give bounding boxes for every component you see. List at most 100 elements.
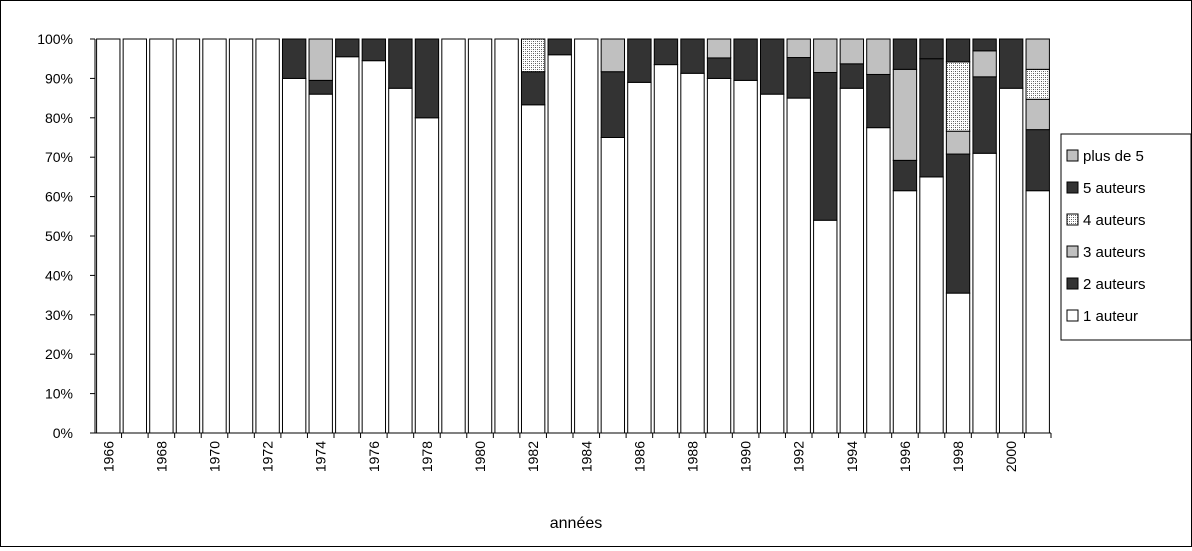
legend-label: 3 auteurs bbox=[1083, 244, 1146, 261]
bar-segment bbox=[919, 176, 944, 434]
bar-segment bbox=[706, 57, 732, 79]
bar-segment bbox=[813, 38, 838, 73]
y-tick-label: 30% bbox=[45, 307, 73, 323]
x-tick-label: 1976 bbox=[366, 441, 382, 472]
legend-label: 5 auteurs bbox=[1083, 180, 1146, 197]
bar-segment bbox=[520, 71, 546, 106]
y-tick-label: 60% bbox=[45, 189, 73, 205]
legend-swatch bbox=[1066, 149, 1079, 162]
bar-segment bbox=[308, 93, 333, 434]
x-tick-label: 1994 bbox=[844, 441, 860, 472]
bar-segment bbox=[547, 38, 572, 56]
y-tick-label: 50% bbox=[45, 228, 73, 244]
bar-segment bbox=[494, 38, 519, 434]
bar-segment bbox=[866, 73, 891, 129]
bar-segment bbox=[945, 38, 971, 63]
bar-segment bbox=[786, 57, 811, 99]
bar-segment bbox=[919, 38, 944, 60]
x-tick-label: 1990 bbox=[738, 441, 754, 472]
bar-segment bbox=[972, 38, 997, 52]
x-tick-label: 1992 bbox=[791, 441, 807, 472]
legend-label: plus de 5 bbox=[1083, 148, 1144, 165]
bar-segment bbox=[972, 50, 997, 78]
bar-segment bbox=[228, 38, 254, 434]
bar-segment bbox=[1025, 68, 1050, 100]
bar-segment bbox=[335, 38, 360, 58]
x-tick-label: 1980 bbox=[472, 441, 488, 472]
legend-swatch bbox=[1066, 213, 1079, 226]
bar-segment bbox=[175, 38, 201, 434]
y-tick-label: 0% bbox=[53, 425, 73, 441]
y-tick-label: 10% bbox=[45, 386, 73, 402]
bar-segment bbox=[839, 87, 865, 434]
bar-segment bbox=[361, 60, 387, 434]
x-tick-label: 1966 bbox=[100, 441, 116, 472]
bar-segment bbox=[1025, 98, 1050, 131]
x-tick-label: 1984 bbox=[578, 441, 594, 472]
bar-segment bbox=[972, 76, 997, 154]
bar-segment bbox=[839, 38, 865, 65]
bar-segment bbox=[892, 38, 918, 70]
bar-segment bbox=[414, 117, 440, 434]
x-tick-label: 1970 bbox=[207, 441, 223, 472]
bar-segment bbox=[441, 38, 466, 434]
bar-segment bbox=[600, 38, 626, 73]
bar-segment bbox=[866, 127, 891, 434]
bar-segment bbox=[945, 153, 971, 294]
legend-swatch bbox=[1066, 181, 1079, 194]
bar-segment bbox=[759, 93, 785, 434]
bar-segment bbox=[574, 38, 599, 434]
x-tick-label: 1998 bbox=[950, 441, 966, 472]
bar-segment bbox=[653, 38, 679, 66]
bar-segment bbox=[467, 38, 493, 434]
x-tick-label: 1982 bbox=[525, 441, 541, 472]
bar-segment bbox=[335, 56, 360, 434]
bar-segment bbox=[680, 38, 705, 74]
bar-segment bbox=[627, 81, 652, 434]
bar-segment bbox=[1025, 129, 1050, 192]
bar-segment bbox=[972, 152, 997, 434]
y-tick-label: 100% bbox=[37, 31, 73, 47]
bar-segment bbox=[892, 190, 918, 434]
bar-segment bbox=[892, 68, 918, 161]
bar-segment bbox=[892, 159, 918, 192]
y-tick-label: 70% bbox=[45, 149, 73, 165]
y-tick-label: 90% bbox=[45, 70, 73, 86]
bar-segment bbox=[520, 104, 546, 434]
legend-label: 2 auteurs bbox=[1083, 276, 1146, 293]
bar-segment bbox=[255, 38, 280, 434]
x-tick-label: 2000 bbox=[1003, 441, 1019, 472]
axes-group bbox=[90, 38, 1052, 438]
bar-segment bbox=[281, 77, 307, 434]
legend-label: 1 auteur bbox=[1083, 308, 1138, 325]
legend-label: 4 auteurs bbox=[1083, 212, 1146, 229]
bar-segment bbox=[813, 219, 838, 434]
bar-segment bbox=[998, 87, 1024, 434]
legend: plus de 5 5 auteurs 4 auteurs 3 auteurs 2 au… bbox=[1060, 133, 1192, 341]
bar-segment bbox=[653, 64, 679, 434]
bar-segment bbox=[1025, 190, 1050, 434]
bar-segment bbox=[733, 79, 758, 434]
bar-segment bbox=[945, 130, 971, 155]
bar-segment bbox=[919, 58, 944, 178]
bar-segment bbox=[122, 38, 148, 434]
x-tick-labels: 1966 1968 1970 1972 1974 1976 1978 1980 1982 1984… bbox=[100, 441, 1019, 472]
x-tick-label: 1986 bbox=[631, 441, 647, 472]
bar-segment bbox=[680, 72, 705, 434]
bar-segment bbox=[813, 71, 838, 221]
y-tick-label: 40% bbox=[45, 267, 73, 283]
legend-swatch bbox=[1066, 309, 1079, 322]
bar-segment bbox=[786, 38, 811, 59]
bar-segment bbox=[945, 292, 971, 434]
x-axis-label: années bbox=[550, 515, 603, 532]
bar-segment bbox=[733, 38, 758, 81]
x-tick-label: 1978 bbox=[419, 441, 435, 472]
x-tick-label: 1996 bbox=[897, 441, 913, 472]
bar-segment bbox=[706, 77, 732, 434]
bar-segment bbox=[627, 38, 652, 83]
y-tick-labels: 0% 10% 20% 30% 40% 50% 60% 70% 80% 90% 100% bbox=[37, 31, 73, 441]
x-tick-label: 1972 bbox=[260, 441, 276, 472]
bars-group bbox=[96, 38, 1050, 434]
